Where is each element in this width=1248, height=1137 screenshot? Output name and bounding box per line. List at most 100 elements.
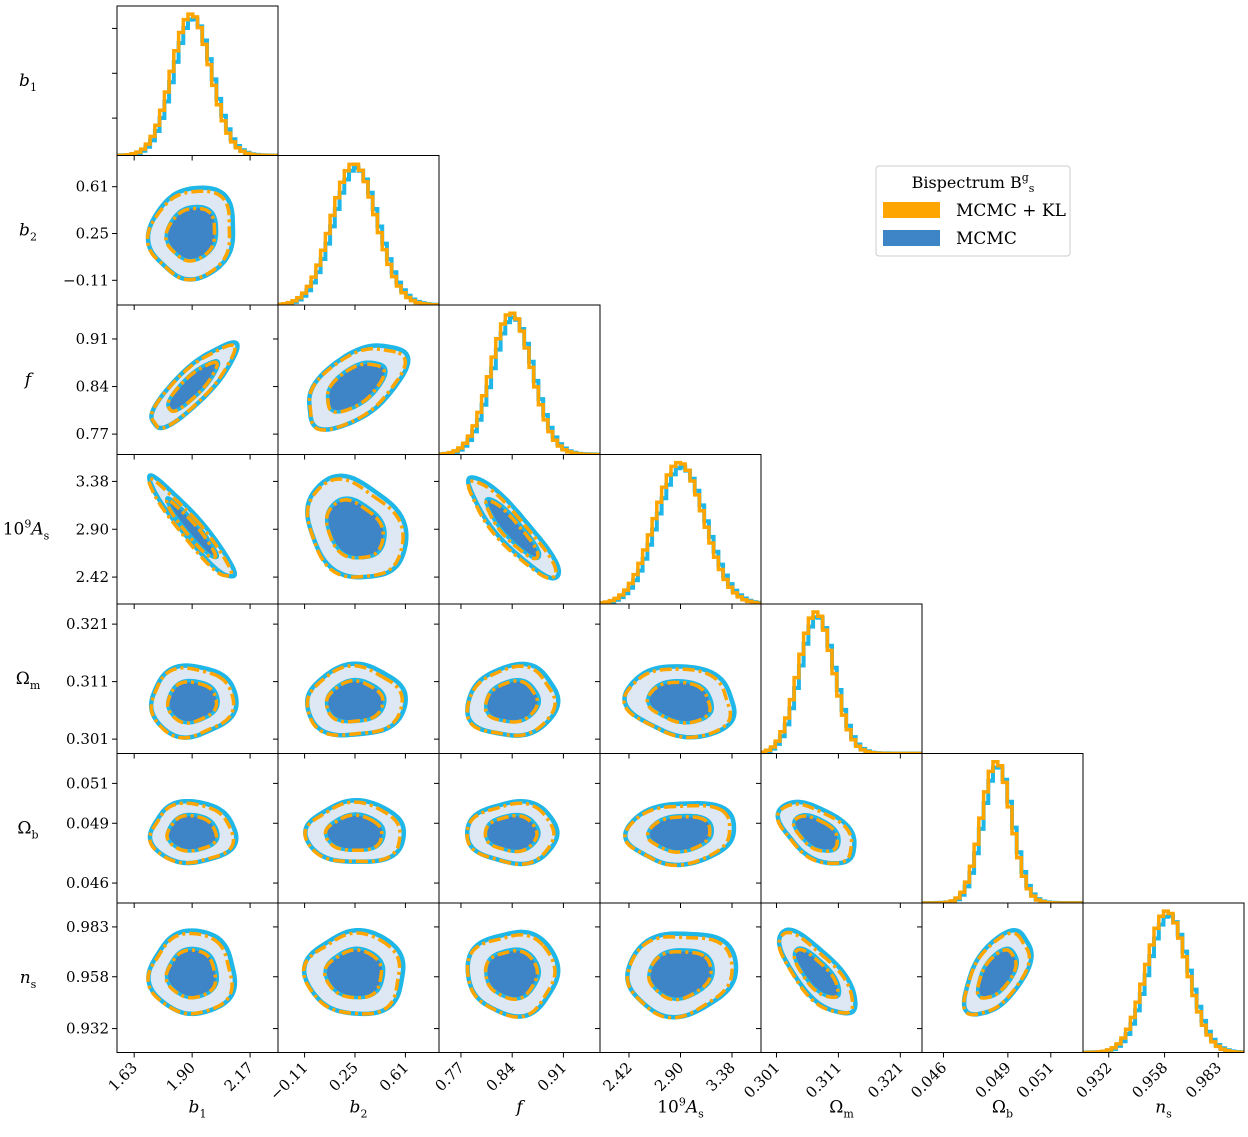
panel-content bbox=[304, 661, 408, 738]
y-axis-label-5: Ωb bbox=[17, 818, 38, 841]
panel-content bbox=[761, 610, 922, 754]
histogram-mcmc-kl bbox=[761, 610, 922, 754]
x-tick-label: 0.049 bbox=[972, 1059, 1015, 1102]
panel-content bbox=[465, 661, 561, 738]
contour-mcmc-kl-inner bbox=[645, 815, 712, 854]
panel-content bbox=[1083, 909, 1244, 1053]
y-tick-label: 0.932 bbox=[66, 1020, 109, 1038]
panel-5-4 bbox=[756, 753, 923, 908]
legend-label: MCMC bbox=[956, 229, 1017, 249]
contour-mcmc-inner-fill bbox=[977, 948, 1018, 998]
x-tick-label: 0.311 bbox=[802, 1059, 845, 1102]
x-axis-label-6: ns bbox=[1155, 1098, 1172, 1121]
panel-2-1 bbox=[273, 304, 440, 460]
contour-mcmc-kl-inner bbox=[483, 679, 540, 724]
histogram-mcmc-kl bbox=[117, 12, 278, 156]
contour-mcmc-inner-fill bbox=[325, 814, 384, 851]
panel-5-5 bbox=[921, 753, 1084, 908]
x-axis-label-3: 109As bbox=[657, 1096, 704, 1121]
contour-mcmc-kl-inner bbox=[164, 206, 217, 263]
histogram-mcmc bbox=[1083, 913, 1244, 1053]
y-axis-label-6: ns bbox=[20, 968, 37, 991]
contour-mcmc-inner-fill bbox=[485, 679, 540, 722]
panel-4-2 bbox=[434, 603, 601, 759]
contour-mcmc-kl-outer bbox=[465, 801, 556, 867]
contour-mcmc-inner-fill bbox=[794, 948, 840, 998]
panel-1-1 bbox=[277, 155, 440, 310]
y-tick-label: 0.25 bbox=[76, 225, 109, 243]
panel-content bbox=[147, 473, 238, 579]
contour-mcmc-kl-outer bbox=[147, 476, 234, 578]
panel-3-2 bbox=[434, 454, 601, 609]
y-tick-label: 0.61 bbox=[76, 178, 109, 196]
legend-swatch bbox=[883, 230, 940, 246]
panel-4-1 bbox=[273, 603, 440, 759]
contour-mcmc-kl-outer bbox=[961, 931, 1032, 1017]
contour-mcmc-kl-inner bbox=[165, 680, 219, 725]
histogram-mcmc-kl bbox=[922, 760, 1083, 903]
x-tick-label: 0.051 bbox=[1015, 1059, 1058, 1102]
panel-content bbox=[278, 162, 439, 305]
contour-mcmc-inner-fill bbox=[166, 497, 218, 558]
contour-mcmc-kl-inner bbox=[645, 680, 712, 725]
panel-5-0: 0.046 0.049 0.051 bbox=[66, 753, 279, 908]
contour-mcmc-kl-inner bbox=[792, 947, 840, 1000]
histogram-mcmc bbox=[439, 315, 600, 455]
panel-content bbox=[303, 797, 407, 864]
histogram-mcmc-kl bbox=[600, 460, 761, 604]
panel-content bbox=[145, 185, 236, 282]
contour-mcmc-kl-outer bbox=[303, 800, 402, 864]
legend-swatch bbox=[883, 202, 940, 218]
panel-6-2: 0.77 0.84 0.91 bbox=[431, 902, 601, 1095]
y-tick-label: 0.958 bbox=[66, 968, 109, 986]
panel-content bbox=[464, 798, 560, 867]
contour-mcmc-kl-outer bbox=[307, 347, 408, 432]
x-tick-label: 0.77 bbox=[431, 1059, 467, 1095]
panel-4-4 bbox=[760, 603, 923, 759]
y-tick-label: 0.91 bbox=[76, 330, 109, 348]
panel-content bbox=[622, 664, 737, 740]
y-axis-label-1: b2 bbox=[19, 220, 37, 243]
histogram-mcmc bbox=[117, 17, 278, 156]
y-tick-label: 3.38 bbox=[76, 472, 109, 490]
histogram-mcmc bbox=[600, 464, 761, 604]
panel-3-3 bbox=[599, 454, 762, 609]
panel-6-5: 0.046 0.049 0.051 bbox=[907, 902, 1084, 1102]
contour-mcmc-inner-fill bbox=[485, 949, 540, 999]
y-axis-label-2: f bbox=[23, 370, 34, 390]
contour-mcmc-kl-inner bbox=[647, 950, 713, 1002]
x-tick-label: 0.958 bbox=[1128, 1059, 1171, 1102]
panel-6-0: 1.63 1.90 2.17 0.932 0.958 0.983 bbox=[66, 902, 279, 1095]
x-tick-label: 2.42 bbox=[599, 1059, 635, 1095]
panel-4-3 bbox=[595, 603, 762, 759]
y-tick-label: −0.11 bbox=[63, 271, 109, 289]
panel-2-2 bbox=[438, 304, 601, 460]
y-tick-label: 0.311 bbox=[66, 673, 109, 691]
x-tick-label: 0.61 bbox=[376, 1059, 412, 1095]
contour-mcmc-kl-inner bbox=[324, 498, 385, 560]
contour-mcmc-inner-fill bbox=[326, 679, 385, 722]
y-tick-label: 0.051 bbox=[66, 774, 109, 792]
contour-mcmc-kl-inner bbox=[164, 948, 218, 1000]
contour-mcmc-kl-inner bbox=[975, 948, 1018, 1000]
contour-mcmc-kl-inner bbox=[484, 499, 540, 561]
y-tick-label: 2.42 bbox=[76, 568, 109, 586]
panel-5-3 bbox=[595, 753, 762, 908]
contour-mcmc-kl-outer bbox=[148, 801, 236, 865]
histogram-mcmc bbox=[278, 165, 439, 305]
contour-mcmc-inner-fill bbox=[647, 680, 713, 723]
contour-mcmc-kl-outer bbox=[145, 189, 232, 282]
contour-mcmc-kl-inner bbox=[791, 814, 840, 853]
histogram-mcmc-kl bbox=[439, 311, 600, 455]
contour-mcmc-kl-outer bbox=[465, 664, 557, 738]
panel-6-3: 2.42 2.90 3.38 bbox=[595, 902, 762, 1095]
panel-content bbox=[922, 760, 1083, 903]
x-axis-label-1: b2 bbox=[350, 1098, 368, 1121]
histogram-mcmc-kl bbox=[278, 162, 439, 305]
panel-content bbox=[465, 929, 561, 1019]
contour-mcmc-kl-outer bbox=[149, 666, 236, 740]
panel-content bbox=[306, 343, 411, 432]
panel-3-0: 2.42 2.90 3.38 bbox=[76, 454, 279, 609]
histogram-mcmc-kl bbox=[1083, 909, 1244, 1053]
x-tick-label: 1.90 bbox=[163, 1059, 199, 1095]
